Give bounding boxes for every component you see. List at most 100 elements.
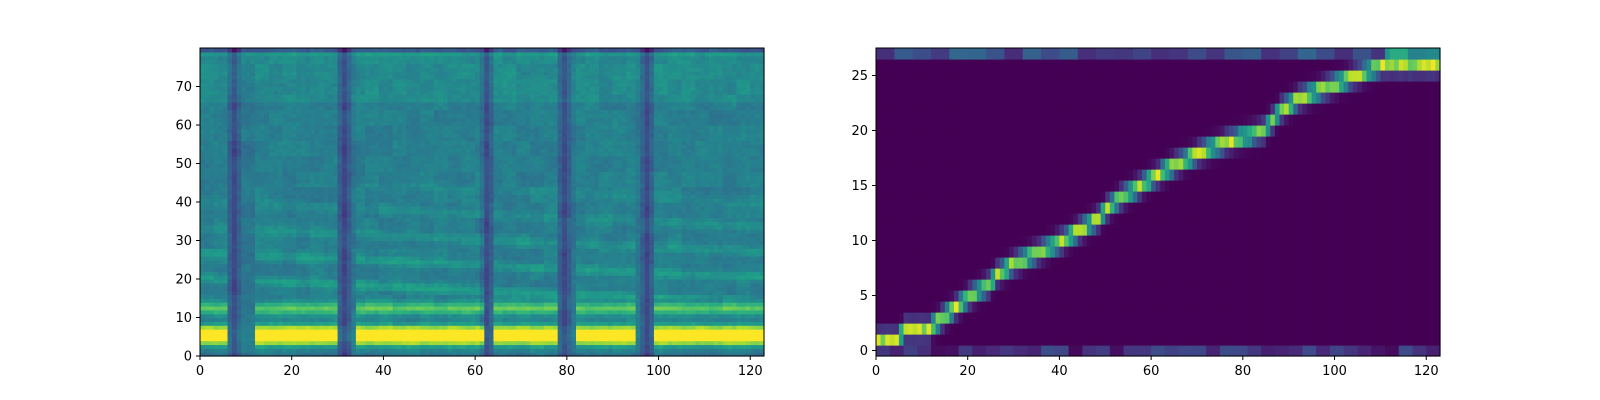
- spectrogram-cell: [392, 294, 398, 299]
- spectrogram-cell: [548, 275, 554, 280]
- spectrogram-cell: [342, 294, 348, 299]
- spectrogram-cell: [204, 198, 210, 203]
- spectrogram-cell: [365, 271, 371, 276]
- spectrogram-cell: [346, 279, 352, 284]
- spectrogram-cell: [470, 263, 476, 269]
- spectrogram-cell: [479, 313, 485, 319]
- spectrogram-cell: [342, 305, 348, 311]
- spectrogram-cell: [397, 252, 403, 257]
- spectrogram-cell: [484, 248, 490, 253]
- spectrogram-cell: [626, 271, 632, 276]
- spectrogram-cell: [342, 232, 348, 238]
- spectrogram-cell: [300, 205, 307, 211]
- spectrogram-cell: [612, 259, 618, 265]
- spectrogram-cell: [498, 248, 504, 253]
- spectrogram-cell: [589, 302, 595, 307]
- spectrogram-cell: [608, 267, 614, 272]
- spectrogram-cell: [718, 352, 724, 357]
- spectrogram-cell: [410, 252, 417, 257]
- spectrogram-cell: [640, 305, 646, 311]
- spectrogram-cell: [397, 232, 403, 238]
- spectrogram-cell: [213, 302, 219, 307]
- spectrogram-cell: [612, 221, 618, 226]
- spectrogram-cell: [392, 279, 398, 284]
- spectrogram-cell: [346, 294, 352, 299]
- spectrogram-cell: [287, 236, 293, 242]
- spectrogram-cell: [360, 286, 366, 292]
- spectrogram-cell: [337, 209, 343, 215]
- spectrogram-cell: [658, 209, 664, 215]
- spectrogram-cell: [759, 302, 765, 307]
- spectrogram-cell: [268, 213, 274, 218]
- spectrogram-cell: [218, 336, 224, 342]
- spectrogram-cell: [360, 248, 366, 253]
- spectrogram-cell: [676, 348, 683, 353]
- spectrogram-cell: [681, 213, 687, 218]
- spectrogram-cell: [479, 309, 485, 315]
- spectrogram-cell: [493, 198, 499, 203]
- spectrogram-cell: [200, 209, 206, 215]
- spectrogram-cell: [406, 205, 412, 211]
- spectrogram-cell: [708, 252, 715, 257]
- spectrogram-cell: [456, 275, 462, 280]
- spectrogram-cell: [360, 317, 366, 322]
- spectrogram-cell: [488, 205, 495, 211]
- spectrogram-cell: [410, 202, 417, 207]
- spectrogram-cell: [232, 275, 238, 280]
- spectrogram-cell: [488, 309, 495, 315]
- spectrogram-cell: [319, 248, 325, 253]
- spectrogram-cell: [259, 213, 265, 218]
- spectrogram-cell: [236, 217, 242, 222]
- spectrogram-cell: [209, 340, 215, 346]
- spectrogram-cell: [310, 205, 316, 211]
- spectrogram-cell: [429, 263, 435, 269]
- spectrogram-cell: [204, 325, 210, 330]
- spectrogram-cell: [493, 213, 499, 218]
- spectrogram-cell: [594, 336, 600, 342]
- spectrogram-cell: [392, 244, 398, 249]
- spectrogram-cell: [378, 232, 385, 238]
- spectrogram-cell: [236, 205, 242, 211]
- spectrogram-cell: [653, 244, 660, 249]
- spectrogram-cell: [750, 232, 756, 238]
- spectrogram-cell: [264, 228, 270, 234]
- spectrogram-cell: [745, 321, 751, 326]
- spectrogram-cell: [268, 248, 274, 253]
- spectrogram-cell: [511, 248, 517, 253]
- spectrogram-cell: [273, 221, 279, 226]
- spectrogram-cell: [429, 321, 435, 326]
- spectrogram-cell: [296, 348, 302, 353]
- spectrogram-cell: [346, 225, 352, 230]
- spectrogram-cell: [268, 202, 274, 207]
- spectrogram-cell: [718, 279, 724, 284]
- spectrogram-cell: [452, 290, 458, 295]
- spectrogram-cell: [470, 286, 476, 292]
- spectrogram-cell: [360, 263, 366, 269]
- spectrogram-cell: [328, 340, 334, 346]
- spectrogram-cell: [475, 263, 481, 269]
- spectrogram-cell: [617, 267, 623, 272]
- spectrogram-cell: [631, 313, 637, 319]
- spectrogram-cell: [585, 332, 591, 338]
- spectrogram-cell: [727, 252, 733, 257]
- spectrogram-cell: [731, 302, 738, 307]
- spectrogram-cell: [598, 325, 605, 330]
- spectrogram-cell: [580, 232, 586, 238]
- spectrogram-cell: [598, 263, 605, 269]
- spectrogram-cell: [410, 352, 417, 357]
- spectrogram-cell: [608, 329, 614, 334]
- spectrogram-cell: [580, 267, 586, 272]
- spectrogram-cell: [736, 228, 742, 234]
- spectrogram-cell: [653, 205, 660, 211]
- spectrogram-cell: [708, 213, 715, 218]
- spectrogram-cell: [488, 286, 495, 292]
- spectrogram-cell: [241, 198, 247, 203]
- spectrogram-cell: [355, 221, 362, 226]
- spectrogram-cell: [653, 236, 660, 242]
- spectrogram-cell: [374, 340, 380, 346]
- spectrogram-cell: [346, 348, 352, 353]
- spectrogram-cell: [438, 259, 444, 265]
- spectrogram-cell: [475, 317, 481, 322]
- spectrogram-cell: [378, 282, 385, 288]
- spectrogram-cell: [406, 236, 412, 242]
